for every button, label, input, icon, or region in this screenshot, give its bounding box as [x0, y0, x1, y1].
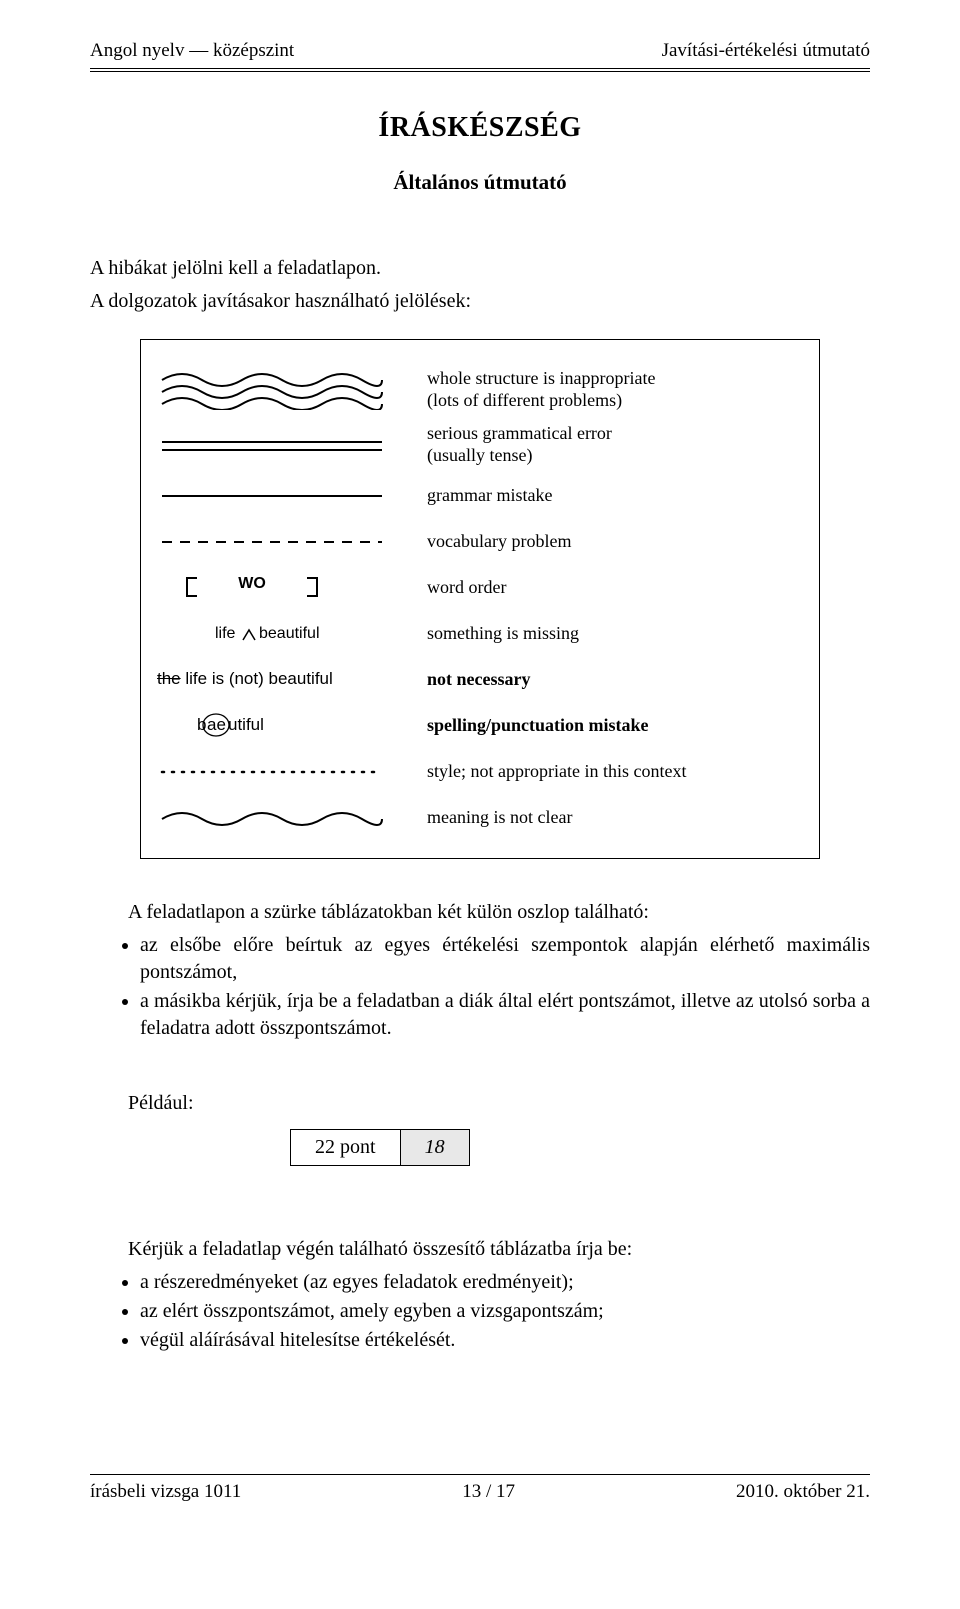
footer-right: 2010. október 21.	[736, 1481, 870, 1503]
example-row: 22 pont 18	[291, 1130, 470, 1166]
single-wavy-icon	[157, 807, 427, 827]
footer-center: 13 / 17	[462, 1481, 515, 1503]
sample-strike: the	[157, 669, 181, 688]
page-header: Angol nyelv — középszint Javítási-értéke…	[90, 40, 870, 62]
mark-label-word-order: word order	[427, 577, 506, 599]
svg-text:beautiful: beautiful	[259, 625, 320, 642]
mark-row-grammar: grammar mistake	[157, 478, 801, 512]
mark-label-structure-2: (lots of different problems)	[427, 390, 622, 410]
mark-label-grammar: grammar mistake	[427, 485, 552, 507]
intro-block: A hibákat jelölni kell a feladatlapon. A…	[90, 255, 870, 315]
mark-label-style: style; not appropriate in this context	[427, 761, 686, 783]
header-rule-2	[90, 71, 870, 72]
double-underline-icon	[157, 434, 427, 456]
svg-text:life: life	[215, 625, 236, 642]
after-box-bullets: az elsőbe előre beírtuk az egyes értékel…	[90, 932, 870, 1042]
mark-label-structure-1: whole structure is inappropriate	[427, 368, 655, 388]
example-cell-points: 22 pont	[291, 1130, 401, 1166]
header-rule-1	[90, 68, 870, 69]
page-subtitle: Általános útmutató	[90, 170, 870, 195]
final-b3: végül aláírásával hitelesítse értékelésé…	[140, 1327, 870, 1354]
triple-wavy-icon	[157, 370, 427, 410]
after-box-p1: A feladatlapon a szürke táblázatokban ké…	[90, 899, 870, 926]
final-bullets: a részeredményeket (az egyes feladatok e…	[90, 1269, 870, 1354]
example-label: Például:	[128, 1092, 870, 1115]
page-title: ÍRÁSKÉSZSÉG	[90, 112, 870, 144]
mark-row-spelling: b ae utiful spelling/punctuation mistake	[157, 708, 801, 742]
mark-label-not-necessary: not necessary	[427, 669, 530, 691]
mark-row-missing: life beautiful something is missing	[157, 616, 801, 650]
final-block: Kérjük a feladatlap végén található össz…	[90, 1236, 870, 1354]
mark-label-serious-1: serious grammatical error	[427, 423, 612, 443]
header-left: Angol nyelv — középszint	[90, 40, 294, 62]
mark-row-style: style; not appropriate in this context	[157, 754, 801, 788]
mark-label-meaning: meaning is not clear	[427, 807, 572, 829]
mark-label-serious-2: (usually tense)	[427, 445, 532, 465]
final-b1: a részeredményeket (az egyes feladatok e…	[140, 1269, 870, 1296]
mark-row-serious-grammar: serious grammatical error (usually tense…	[157, 423, 801, 466]
mark-row-structure: whole structure is inappropriate (lots o…	[157, 368, 801, 411]
marking-legend-box: whole structure is inappropriate (lots o…	[140, 339, 820, 859]
intro-p2: A dolgozatok javításakor használható jel…	[90, 288, 870, 315]
dashed-line-icon	[157, 534, 427, 548]
svg-text:WO: WO	[238, 575, 266, 592]
strikethrough-icon: the life is (not) beautiful	[157, 669, 427, 689]
circled-letters-icon: b ae utiful	[157, 710, 427, 740]
word-order-icon: WO	[157, 572, 427, 602]
mark-label-vocabulary: vocabulary problem	[427, 531, 571, 553]
mark-row-vocabulary: vocabulary problem	[157, 524, 801, 558]
final-b2: az elért összpontszámot, amely egyben a …	[140, 1298, 870, 1325]
sample-not-necessary: the life is (not) beautiful	[157, 669, 333, 689]
after-box-b2: a másikba kérjük, írja be a feladatban a…	[140, 988, 870, 1042]
after-box-block: A feladatlapon a szürke táblázatokban ké…	[90, 899, 870, 1042]
footer-left: írásbeli vizsga 1011	[90, 1481, 241, 1503]
mark-row-meaning: meaning is not clear	[157, 800, 801, 834]
mark-label-missing-text: something is missing	[427, 623, 579, 643]
intro-p1: A hibákat jelölni kell a feladatlapon.	[90, 255, 870, 282]
mark-label-spelling: spelling/punctuation mistake	[427, 715, 649, 737]
page-footer: írásbeli vizsga 1011 13 / 17 2010. októb…	[90, 1481, 870, 1503]
mark-label-serious-grammar: serious grammatical error (usually tense…	[427, 423, 612, 466]
mark-row-word-order: WO word order	[157, 570, 801, 604]
mark-label-structure: whole structure is inappropriate (lots o…	[427, 368, 655, 411]
header-right: Javítási-értékelési útmutató	[662, 40, 870, 62]
after-box-b1: az elsőbe előre beírtuk az egyes értékel…	[140, 932, 870, 986]
example-cell-score: 18	[400, 1130, 469, 1166]
svg-text:utiful: utiful	[228, 715, 264, 734]
mark-row-not-necessary: the life is (not) beautiful not necessar…	[157, 662, 801, 696]
single-underline-icon	[157, 488, 427, 502]
example-table: 22 pont 18	[290, 1129, 470, 1166]
final-p1: Kérjük a feladatlap végén található össz…	[90, 1236, 870, 1263]
footer-rule	[90, 1474, 870, 1475]
sample-rest: life is (not) beautiful	[181, 669, 333, 688]
caret-missing-icon: life beautiful	[157, 618, 427, 648]
mark-label-missing: something is missing	[427, 623, 579, 645]
svg-text:ae: ae	[207, 715, 226, 734]
dotted-line-icon	[157, 764, 427, 778]
page: Angol nyelv — középszint Javítási-értéke…	[0, 0, 960, 1533]
